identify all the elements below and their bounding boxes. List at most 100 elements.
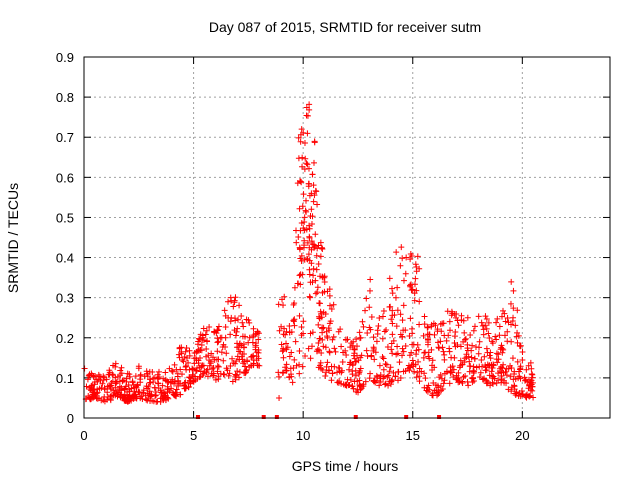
data-point [310,272,317,279]
data-point [493,350,500,357]
gap-marker [261,415,266,419]
data-point [399,317,406,324]
data-point [501,310,508,317]
data-point [437,321,444,328]
data-point [358,385,365,392]
gap-marker [274,415,279,419]
data-point [363,347,370,354]
data-point [393,249,400,256]
data-point [245,317,252,324]
data-point [343,351,350,358]
data-point [242,363,249,370]
data-point [177,380,184,387]
data-point [366,287,373,294]
data-point [328,363,335,370]
data-point [276,394,283,401]
data-point [306,225,313,232]
data-point [495,356,502,363]
data-point [281,293,288,300]
data-point [511,371,518,378]
data-point [218,334,225,341]
data-point [420,354,427,361]
data-point [389,376,396,383]
data-point [426,331,433,338]
data-point [508,338,515,345]
data-point [283,367,290,374]
data-point [379,313,386,320]
data-point [101,398,108,405]
data-point [119,377,126,384]
data-point [310,265,317,272]
data-point [203,353,210,360]
data-point [214,348,221,355]
data-point [400,348,407,355]
data-point [225,372,232,379]
data-point [169,368,176,375]
data-point [514,307,521,314]
data-point [505,386,512,393]
data-point [349,383,356,390]
data-point [308,206,315,213]
data-point [178,344,185,351]
data-point [197,347,204,354]
data-point [424,324,431,331]
data-point [246,319,253,326]
data-point [306,180,313,187]
x-tick-label: 15 [406,428,420,443]
data-point [351,355,358,362]
data-point [316,300,323,307]
data-point [368,352,375,359]
data-point [185,359,192,366]
data-point [499,345,506,352]
data-point [227,318,234,325]
data-point [96,373,103,380]
data-point [320,324,327,331]
y-tick-label: 0.8 [56,90,74,105]
data-point [308,238,315,245]
data-point [507,300,514,307]
data-point [254,329,261,336]
data-point [232,317,239,324]
data-point [303,160,310,167]
data-point [214,327,221,334]
data-point [307,330,314,337]
data-point [354,386,361,393]
data-point [325,367,332,374]
data-point [144,373,151,380]
data-point [413,374,420,381]
data-point [250,361,257,368]
data-point [313,252,320,259]
data-point [129,378,136,385]
data-point [497,368,504,375]
data-point [347,344,354,351]
data-point [399,333,406,340]
data-point [112,380,119,387]
data-point [200,325,207,332]
data-point [351,346,358,353]
data-point [235,344,242,351]
data-point [459,380,466,387]
data-point [81,365,88,372]
data-point [180,358,187,365]
data-point [236,302,243,309]
data-point [449,310,456,317]
data-point [298,332,305,339]
data-point [315,313,322,320]
data-point [486,362,493,369]
data-point [114,388,121,395]
data-point [297,178,304,185]
data-point [389,290,396,297]
data-point [527,378,534,385]
data-point [480,331,487,338]
data-point [220,341,227,348]
data-point [386,275,393,282]
data-point [495,377,502,384]
data-point [202,331,209,338]
data-point [324,334,331,341]
data-point [384,344,391,351]
data-point [157,387,164,394]
data-point [388,316,395,323]
data-point [529,374,536,381]
data-point [302,197,309,204]
